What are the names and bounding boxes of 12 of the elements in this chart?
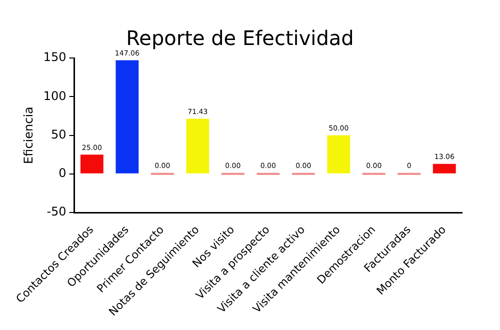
y-tick-label: 50 [51,127,66,142]
bar [186,118,210,174]
chart-title: Reporte de Efectividad [126,26,354,50]
bar [116,60,139,174]
y-tick-label: 150 [43,50,66,64]
y-tick-label: -50 [46,204,66,219]
bar [432,164,456,174]
y-axis-title: Eficiencia [21,106,36,164]
y-tick-label: 0 [58,166,66,180]
y-tick-label: 100 [43,88,66,103]
bar [327,135,350,174]
bar [80,154,104,174]
